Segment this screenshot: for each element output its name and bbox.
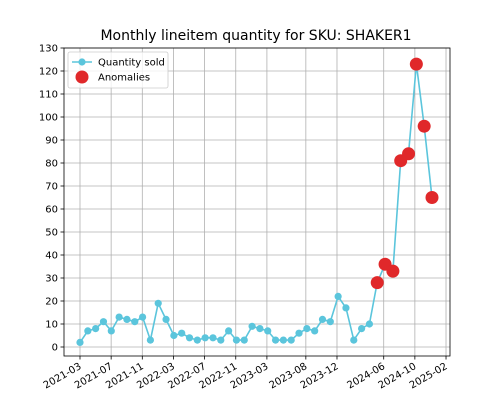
anomaly-point <box>370 276 384 290</box>
y-tick-label: 70 <box>45 182 58 193</box>
y-tick-label: 110 <box>39 90 58 101</box>
anomaly-point <box>386 264 400 278</box>
quantity-point <box>123 315 131 323</box>
quantity-point <box>287 336 295 344</box>
quantity-point <box>146 336 154 344</box>
quantity-point <box>138 313 147 321</box>
quantity-point <box>107 327 115 335</box>
quantity-point <box>279 336 287 344</box>
y-axis: 0 10 20 30 40 50 60 70 80 90 100 110 120 130 <box>39 44 64 354</box>
quantity-point <box>99 318 108 326</box>
quantity-point <box>264 327 272 335</box>
quantity-point <box>178 329 186 337</box>
anomaly-point <box>417 119 431 133</box>
quantity-point <box>271 336 280 344</box>
legend-label-anomalies: Anomalies <box>98 73 150 84</box>
quantity-point <box>209 334 217 342</box>
series-line-quantity-sold <box>79 64 433 344</box>
y-tick-label: 60 <box>45 205 58 216</box>
quantity-point <box>162 315 170 323</box>
x-axis: 2021-032021-072021-112022-032022-072022-… <box>42 356 450 391</box>
plot-area <box>63 47 451 357</box>
quantity-point <box>358 325 366 333</box>
series-layer <box>76 60 436 346</box>
y-tick-label: 0 <box>52 343 58 354</box>
quantity-point <box>217 336 225 344</box>
quantity-point <box>185 334 194 342</box>
quantity-point <box>334 292 342 300</box>
grid-layer <box>64 47 450 356</box>
chart-title: Monthly lineitem quantity for SKU: SHAKE… <box>100 28 411 44</box>
quantity-point <box>303 325 311 333</box>
y-tick-label: 40 <box>45 251 58 262</box>
y-tick-label: 50 <box>45 228 58 239</box>
quantity-point <box>154 299 162 307</box>
quantity-point <box>342 304 350 312</box>
quantity-point <box>318 315 327 323</box>
quantity-point <box>170 331 178 340</box>
y-tick-label: 90 <box>45 136 58 147</box>
legend-line-marker <box>78 58 86 66</box>
y-tick-label: 20 <box>45 297 58 308</box>
quantity-point <box>131 318 139 326</box>
y-tick-label: 120 <box>39 67 58 78</box>
quantity-point <box>365 320 374 328</box>
y-tick-label: 130 <box>39 44 58 55</box>
quantity-point <box>115 313 123 321</box>
quantity-point <box>92 325 100 333</box>
legend-anomaly-marker <box>75 70 89 84</box>
quantity-point <box>295 329 303 337</box>
quantity-point <box>311 327 319 335</box>
legend-box <box>67 51 169 89</box>
y-tick-label: 100 <box>39 113 58 124</box>
legend: Quantity sold Anomalies <box>67 51 169 89</box>
quantity-point <box>240 336 248 344</box>
quantity-point <box>350 336 358 344</box>
y-tick-label: 30 <box>45 274 58 285</box>
quantity-point <box>76 338 84 346</box>
quantity-point <box>326 318 334 326</box>
quantity-point <box>193 336 201 344</box>
quantity-point <box>201 334 209 342</box>
anomaly-point <box>402 147 416 161</box>
anomaly-point <box>409 57 423 71</box>
quantity-point <box>248 322 256 330</box>
quantity-point <box>232 336 241 344</box>
quantity-point <box>256 325 264 333</box>
y-tick-label: 10 <box>45 320 58 331</box>
legend-label-quantity: Quantity sold <box>98 58 165 69</box>
anomaly-point <box>425 191 439 204</box>
anomaly-layer <box>370 57 439 290</box>
quantity-point <box>225 327 233 335</box>
quantity-point <box>84 327 92 335</box>
y-tick-label: 80 <box>45 159 58 170</box>
